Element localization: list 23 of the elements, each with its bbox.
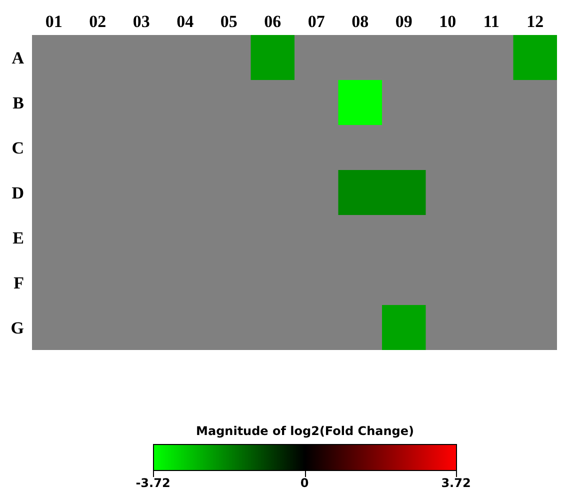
x-tick-label: 06 bbox=[264, 12, 282, 31]
y-tick-label: C bbox=[12, 138, 24, 158]
color-bar-title: Magnitude of log2(Fold Change) bbox=[195, 424, 415, 440]
color-bar-label: 3.72 bbox=[440, 476, 472, 490]
x-tick-label: 07 bbox=[308, 12, 326, 31]
x-tick-label: 11 bbox=[483, 12, 500, 31]
y-tick-label: A bbox=[12, 48, 25, 68]
x-tick-label: 01 bbox=[45, 12, 62, 31]
x-tick-label: 12 bbox=[526, 12, 544, 31]
x-tick-label: 10 bbox=[439, 12, 456, 31]
x-tick-label: 02 bbox=[89, 12, 106, 31]
x-tick-label: 03 bbox=[132, 12, 150, 31]
y-tick-label: F bbox=[14, 274, 24, 293]
x-tick-label: 08 bbox=[352, 12, 369, 31]
y-tick-label: D bbox=[12, 184, 24, 203]
color-bar-label: -3.72 bbox=[134, 476, 172, 490]
x-tick-label: 05 bbox=[220, 12, 238, 31]
x-tick-label: 09 bbox=[395, 12, 412, 31]
y-tick-label: E bbox=[12, 228, 24, 248]
x-tick-label: 04 bbox=[176, 12, 194, 31]
y-tick-label: B bbox=[12, 94, 24, 113]
color-bar-label: 0 bbox=[299, 476, 310, 490]
y-tick-label: G bbox=[10, 318, 24, 338]
